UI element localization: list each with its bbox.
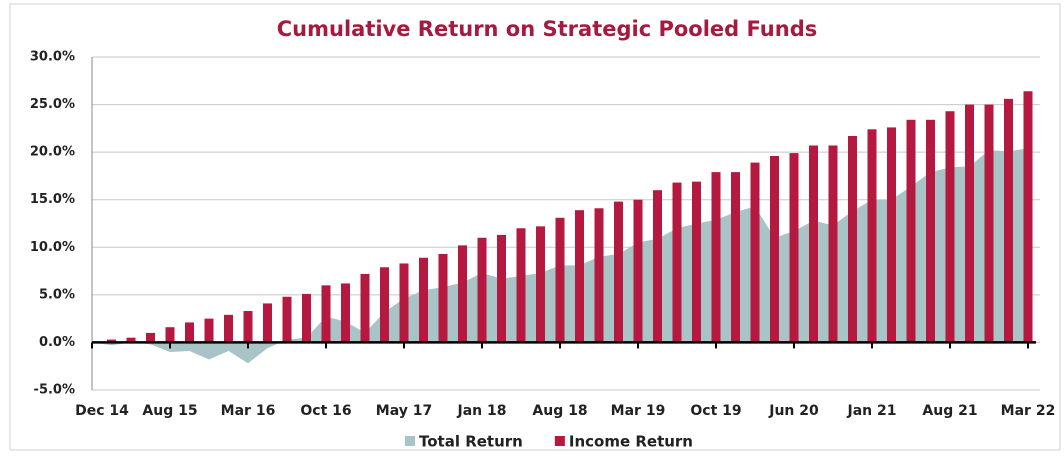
bar [887,127,896,343]
x-tick-label: Aug 21 [922,403,977,419]
bar [594,208,604,343]
x-tick-label: Mar 22 [1001,403,1056,419]
bar [672,182,682,343]
y-tick-label: 5.0% [39,287,75,302]
y-tick-label: 30.0% [30,50,75,65]
bar [224,314,233,343]
bar [809,145,818,343]
bar [692,181,701,343]
y-tick-label: 25.0% [30,97,75,112]
bar [204,318,214,343]
x-tick-label: Oct 16 [300,403,351,419]
bar [731,172,740,343]
bar [711,172,721,343]
bar [555,217,565,343]
bar [185,322,194,343]
bar [360,273,370,343]
bar [926,119,935,343]
bar [438,253,448,343]
y-tick-label: -5.0% [34,383,75,398]
bar [477,237,487,343]
bar [341,283,350,343]
bar [770,155,779,343]
bar [945,111,955,343]
bar [536,226,545,343]
bar [1004,98,1013,343]
bar [497,234,506,343]
x-tick-label: Jan 21 [847,403,897,419]
legend-swatch [554,436,565,446]
x-tick-label: Mar 16 [221,403,276,419]
bar [828,145,838,343]
bar [575,210,584,343]
bar [399,263,409,343]
bar [282,296,292,343]
bar [165,327,175,343]
bar [1023,91,1033,343]
bar [633,199,643,343]
legend-label: Income Return [569,433,693,451]
bar [302,293,311,343]
x-tick-label: Aug 15 [142,403,197,419]
bar [906,119,916,343]
bar [321,285,331,343]
bar [263,303,272,343]
y-tick-label: 20.0% [30,145,75,160]
bar [146,332,155,343]
legend-swatch [405,436,415,446]
bar [243,311,253,343]
bar [848,135,857,343]
bar [789,153,799,343]
bar [419,257,428,343]
y-tick-label: 0.0% [39,335,75,350]
legend-label: Total Return [419,433,523,451]
x-tick-label: May 17 [376,403,432,419]
bar [965,104,974,343]
bar [653,190,662,343]
bar [126,337,136,343]
chart-title: Cumulative Return on Strategic Pooled Fu… [277,17,817,41]
bar [107,339,116,343]
x-tick-label: Mar 19 [611,403,666,419]
bar [458,245,467,343]
bar [750,162,760,343]
x-tick-label: Aug 18 [532,403,587,419]
bar [516,228,526,343]
y-tick-label: 10.0% [30,240,75,255]
bar [380,267,389,343]
x-tick-label: Dec 14 [75,403,129,419]
bar [984,104,994,343]
y-tick-label: 15.0% [30,192,75,207]
x-tick-label: Jun 20 [768,403,819,419]
x-tick-label: Oct 19 [690,403,741,419]
bar [867,129,877,343]
x-tick-label: Jan 18 [457,403,507,419]
bar [614,201,623,343]
